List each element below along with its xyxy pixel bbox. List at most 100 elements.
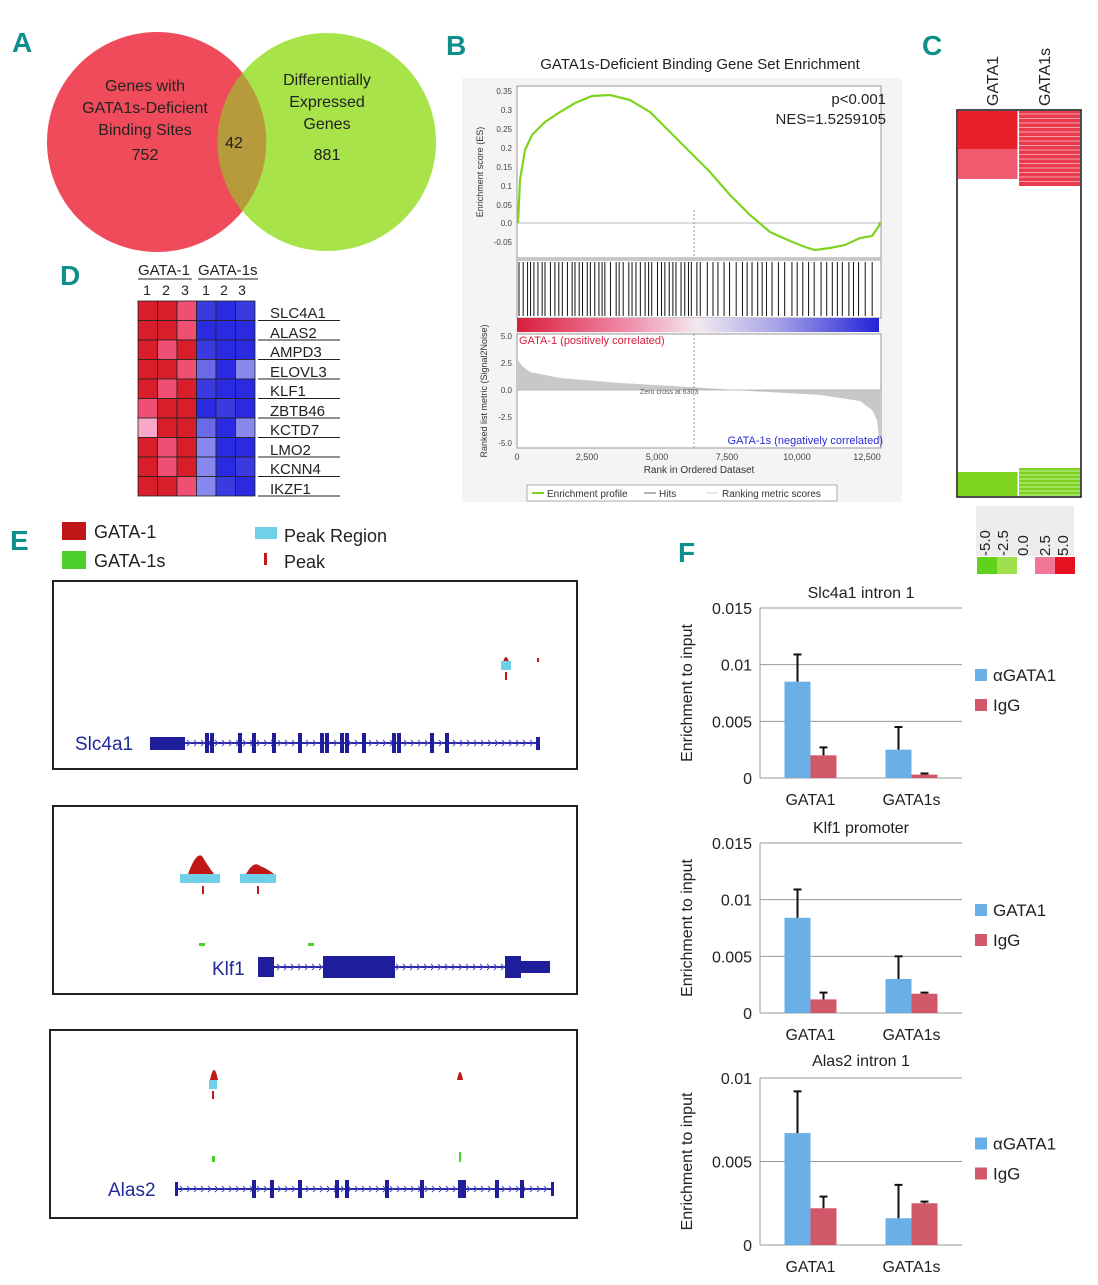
gene-direction-chevron: [228, 1185, 233, 1193]
gene-exon: [458, 1180, 462, 1198]
bar-chart-ytick: 0.01: [721, 893, 752, 910]
gene-direction-chevron: [318, 963, 323, 971]
gene-direction-chevron: [445, 1185, 450, 1193]
bar-chart-legend-swatch: [975, 934, 987, 946]
heatmap-d-cell: [157, 456, 178, 477]
bar-chart-category: GATA1: [785, 1027, 835, 1044]
bar-chart-category: GATA1s: [882, 792, 940, 809]
panel-b-letter: B: [446, 30, 466, 61]
gene-exon: [258, 957, 274, 977]
heatmap-d-cell: [215, 378, 236, 399]
heatmap-d-cell: [215, 359, 236, 380]
gsea-es-ylabel: Enrichment score (ES): [475, 127, 485, 218]
track-frame: [52, 805, 578, 995]
bar-chart-bar: [885, 1218, 912, 1245]
gene-direction-chevron: [403, 1185, 408, 1193]
gene-direction-chevron: [395, 963, 400, 971]
heatmap-d-cell: [215, 456, 236, 477]
gene-direction-chevron: [458, 963, 463, 971]
rep-label: 1: [202, 282, 210, 298]
gene-label: IKZF1: [270, 481, 311, 498]
bar-chart-ytick: 0: [743, 1006, 752, 1023]
heatmap-c-g1s-block: [1019, 111, 1080, 186]
es-tick: -0.05: [494, 238, 513, 247]
heatmap-d-cell: [176, 339, 197, 360]
gene-direction-chevron: [290, 963, 295, 971]
gene-exon: [298, 1180, 302, 1198]
heatmap-d-cell: [235, 320, 256, 341]
gene-direction-chevron: [431, 1185, 436, 1193]
heatmap-d-cell: [235, 300, 256, 321]
heatmap-d-cell: [235, 417, 256, 438]
heatmap-d-cell: [235, 339, 256, 360]
gene-exon: [335, 1180, 339, 1198]
gene-direction-chevron: [291, 739, 296, 747]
bar-chart-category: GATA1: [785, 1259, 835, 1276]
chip-bar-charts: Slc4a1 intron 1 0 0.005 0.01 0.015 Enrichment…: [679, 585, 1056, 1276]
heatmap-c-g1s-stripes: [1019, 111, 1080, 496]
gene-exon: [238, 733, 242, 753]
es-tick: 0.15: [496, 163, 512, 172]
heatmap-d-cell: [196, 320, 217, 341]
bar-chart-title: Klf1 promoter: [813, 820, 910, 837]
bar-chart-ylabel: Enrichment to input: [679, 859, 696, 997]
legend-peak-region-label: Peak Region: [284, 526, 387, 546]
gene-exon: [270, 1180, 274, 1198]
heatmap-d-cell: [137, 456, 158, 477]
gene-direction-chevron: [529, 1185, 534, 1193]
venn-overlap-count: 42: [225, 135, 243, 152]
gene-exon: [298, 733, 302, 753]
heatmap-d-cell: [137, 437, 158, 458]
bar-chart-bar: [810, 999, 837, 1013]
gsea-rank-ylabel: Ranked list metric (Signal2Noise): [479, 324, 489, 457]
gene-direction-chevron: [291, 1185, 296, 1193]
heatmap-d-cell: [196, 456, 217, 477]
gene-exons: [258, 956, 550, 978]
heatmap-d-cell: [157, 378, 178, 399]
gene-direction-chevron: [186, 1185, 191, 1193]
scale-tick: 0.0: [1015, 535, 1032, 556]
scale-swatch-neg25: [997, 557, 1017, 574]
gene-direction-chevron: [235, 1185, 240, 1193]
gene-direction-chevron: [438, 1185, 443, 1193]
gene-direction-chevron: [375, 1185, 380, 1193]
bar-chart-bar: [810, 755, 837, 778]
gene-direction-chevron: [409, 963, 414, 971]
heatmap-d-cell: [157, 398, 178, 419]
panel-e-letter: E: [10, 525, 29, 556]
gene-direction-chevron: [200, 1185, 205, 1193]
heatmap-c-g1-mid: [958, 149, 1018, 179]
bar-chart-bar: [810, 1208, 837, 1245]
gene-direction-chevron: [284, 739, 289, 747]
gene-direction-chevron: [354, 739, 359, 747]
scale-tick: 5.0: [1055, 535, 1072, 556]
gene-direction-chevron: [304, 963, 309, 971]
peak-region: [501, 661, 511, 670]
gene-direction-chevron: [283, 963, 288, 971]
gene-direction-chevron: [389, 1185, 394, 1193]
gsea-zero-cross: Zero cross at 6303: [640, 389, 698, 396]
legend-gata1s-label: GATA-1s: [94, 551, 165, 571]
rank-tick: 0.0: [501, 386, 513, 395]
gene-direction-chevron: [486, 963, 491, 971]
x-tick: 5,000: [646, 452, 669, 462]
gsea-nes: NES=1.5259105: [775, 111, 886, 128]
heatmap-d-cell: [235, 476, 256, 497]
gene-direction-chevron: [263, 1185, 268, 1193]
bar-chart-ylabel: Enrichment to input: [679, 624, 696, 762]
gene-direction-chevron: [438, 739, 443, 747]
gsea-plot: p<0.001 NES=1.5259105 0.35 0.3 0.25 0.2 …: [462, 78, 902, 502]
gene-label: ZBTB46: [270, 403, 325, 420]
heatmap-d-cell: [176, 417, 197, 438]
gene-exon: [551, 1182, 554, 1196]
track-klf1: Klf1: [52, 805, 578, 995]
bar-chart-ytick: 0.005: [712, 714, 752, 731]
heatmap-d-cell: [176, 378, 197, 399]
heatmap-d-cell: [215, 300, 236, 321]
gene-direction-chevron: [396, 1185, 401, 1193]
gsea-neg-label: GATA-1s (negatively correlated): [728, 435, 883, 447]
venn-left-circle: [47, 32, 267, 252]
peak-mark: [212, 1091, 214, 1099]
gata1-signal-peak: [537, 658, 539, 662]
heatmap-d-cell: [235, 437, 256, 458]
